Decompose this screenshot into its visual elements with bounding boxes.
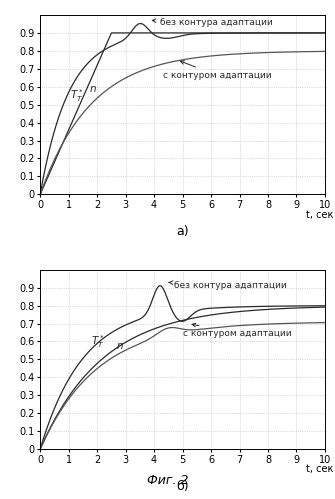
Text: с контуром адаптации: с контуром адаптации (162, 61, 271, 80)
Text: $T_T^*$: $T_T^*$ (91, 333, 106, 350)
Text: Фиг. 2: Фиг. 2 (147, 474, 188, 487)
Text: $n$: $n$ (88, 84, 96, 94)
Text: t, сек: t, сек (306, 210, 334, 220)
Text: с контуром адаптации: с контуром адаптации (183, 323, 291, 338)
Text: без контура адаптации: без контура адаптации (152, 18, 273, 27)
Text: $T_T^*$: $T_T^*$ (70, 87, 84, 104)
Text: $n$: $n$ (116, 341, 124, 351)
Text: б): б) (176, 480, 189, 493)
Text: без контура адаптации: без контура адаптации (169, 280, 287, 289)
Text: t, сек: t, сек (306, 465, 334, 475)
Text: а): а) (176, 225, 189, 238)
